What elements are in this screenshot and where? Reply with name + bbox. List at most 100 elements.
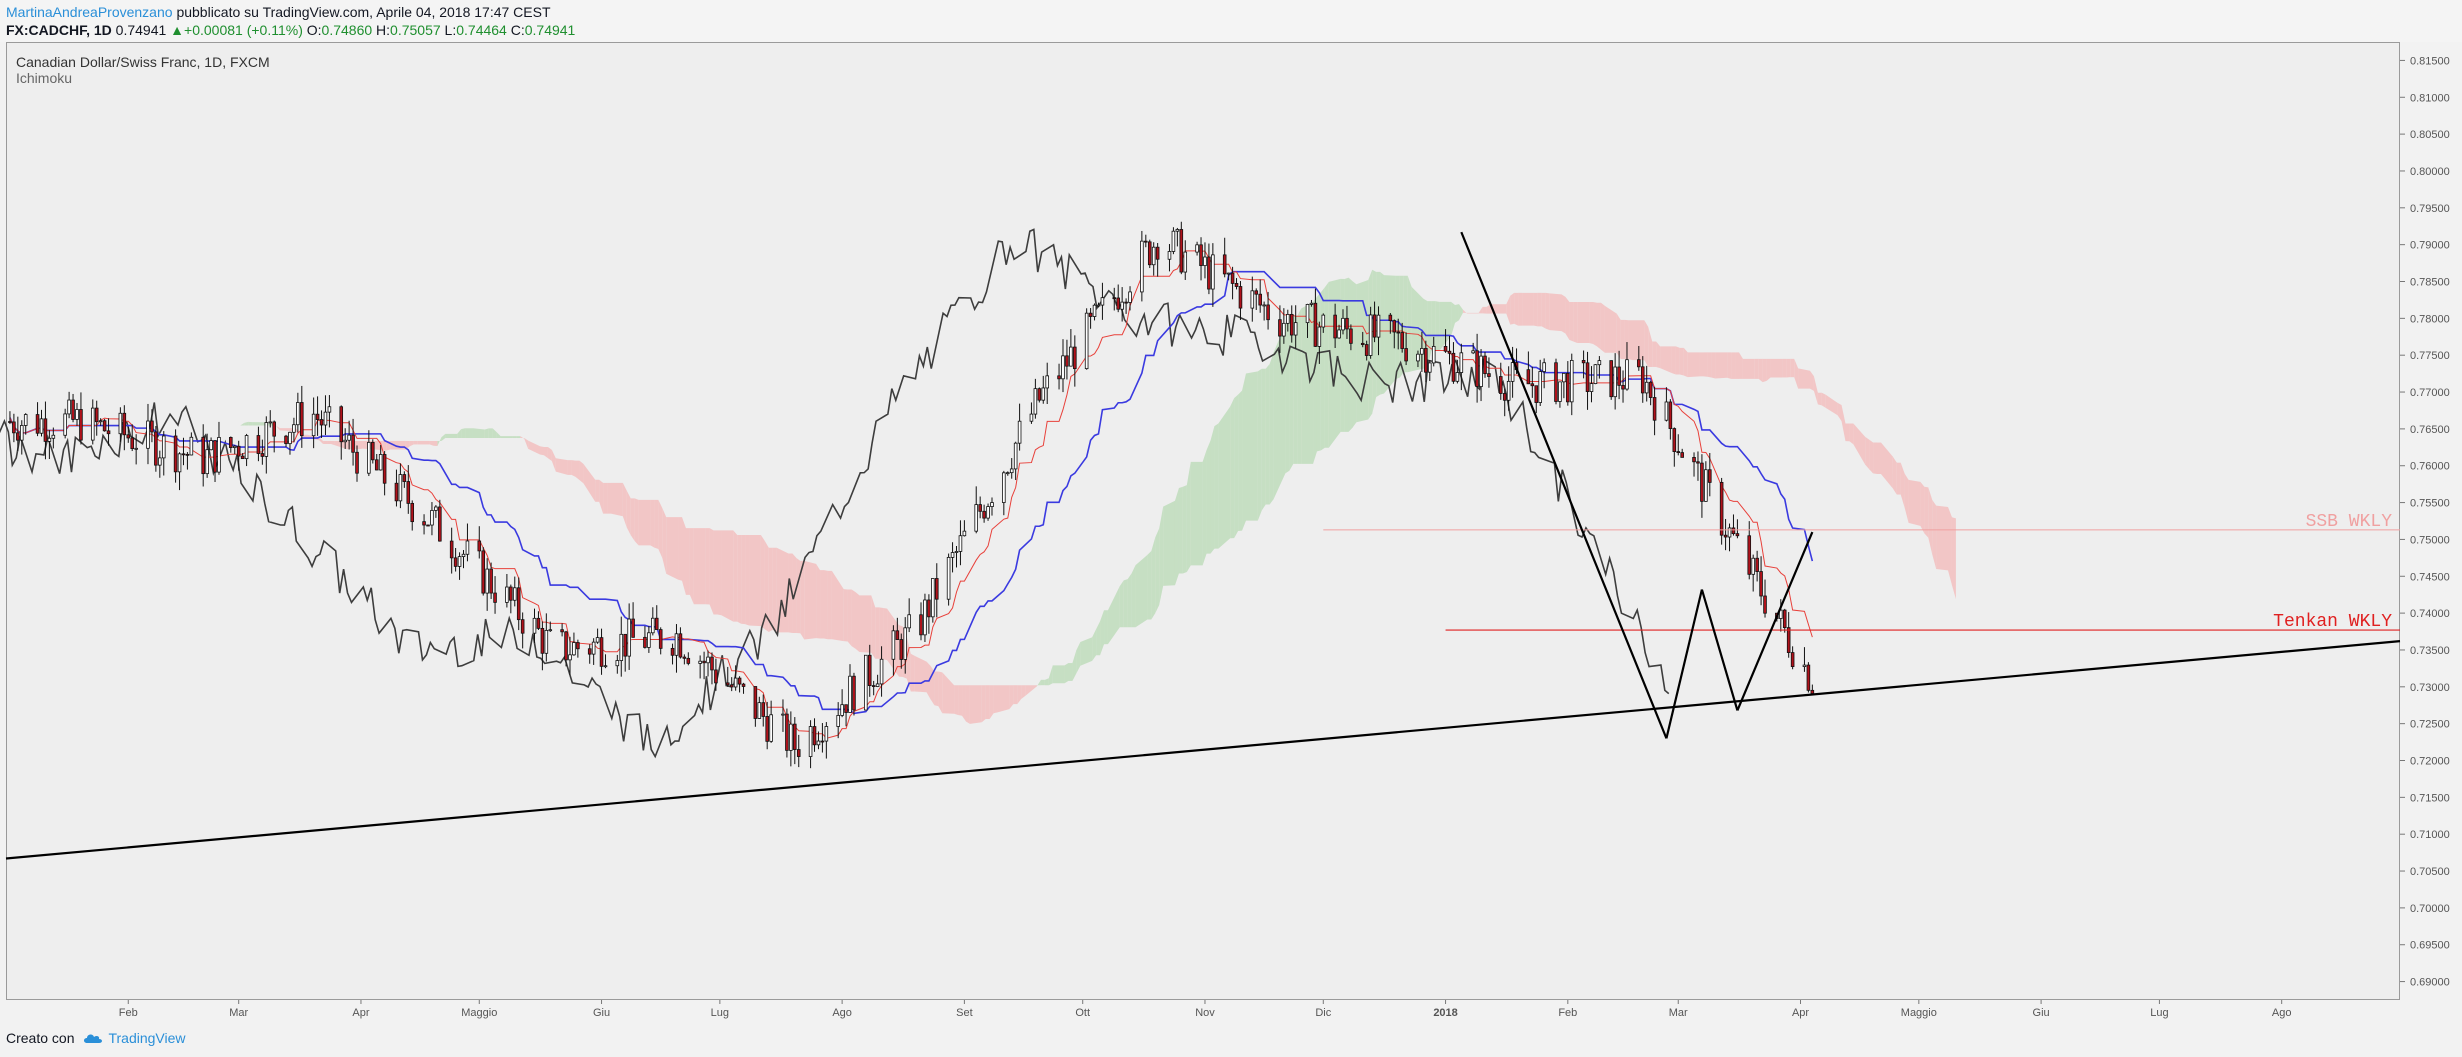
candle-body xyxy=(1254,290,1259,295)
cloud-segment xyxy=(1257,368,1262,521)
cloud-segment xyxy=(1809,370,1814,391)
candle-body xyxy=(1704,469,1708,502)
cloud-segment xyxy=(1798,368,1810,389)
candle-body xyxy=(296,402,300,426)
cloud-segment xyxy=(472,428,485,439)
candle-body xyxy=(1779,609,1783,619)
candle-body xyxy=(453,557,458,567)
candle-body xyxy=(47,437,52,442)
candle-body xyxy=(1526,369,1531,385)
cloud-segment xyxy=(1068,663,1073,681)
candle-body xyxy=(1510,362,1515,382)
cloud-segment xyxy=(1352,281,1357,428)
candle-body xyxy=(1278,319,1282,337)
candle-body xyxy=(51,434,56,439)
cloud-segment xyxy=(1742,358,1755,379)
cloud-segment xyxy=(1482,306,1487,314)
candle-body xyxy=(1617,366,1621,386)
cloud-segment xyxy=(1301,301,1314,464)
candle-body xyxy=(1179,229,1184,273)
candle-body xyxy=(643,636,647,648)
x-tick-label: 2018 xyxy=(1433,1007,1457,1019)
candle-body xyxy=(1155,246,1160,260)
cloud-segment xyxy=(500,436,513,439)
cloud-segment xyxy=(1403,275,1408,373)
cloud-segment xyxy=(1794,358,1799,389)
cloud-segment xyxy=(788,553,793,634)
candle-body xyxy=(1203,256,1207,267)
candle-body xyxy=(1487,373,1491,377)
candle-body xyxy=(1005,472,1010,475)
x-tick-label: Giu xyxy=(593,1007,610,1019)
cloud-segment xyxy=(1703,352,1708,377)
candle-body xyxy=(292,424,296,433)
cloud-segment xyxy=(1877,442,1881,475)
cloud-segment xyxy=(1036,679,1041,687)
x-tick-label: Set xyxy=(956,1007,973,1019)
candle-body xyxy=(1321,314,1326,328)
candle-body xyxy=(1759,571,1763,597)
candle-body xyxy=(753,686,758,719)
cloud-segment xyxy=(831,570,844,642)
cloud-segment xyxy=(1522,292,1534,326)
kijun-line xyxy=(9,270,1814,715)
candle-body xyxy=(1455,372,1460,382)
cloud-segment xyxy=(1202,450,1207,566)
cloud-segment xyxy=(540,446,544,456)
candle-body xyxy=(90,407,95,441)
cloud-segment xyxy=(323,440,328,444)
cloud-segment xyxy=(1017,685,1022,705)
candle-body xyxy=(733,677,738,688)
author-link[interactable]: MartinaAndreaProvenzano xyxy=(6,4,173,20)
cloud-segment xyxy=(816,563,821,639)
candle-body xyxy=(1084,312,1089,370)
indicator-label[interactable]: Ichimoku xyxy=(16,70,73,86)
cloud-segment xyxy=(1174,488,1179,586)
candle-body xyxy=(757,702,762,719)
candle-body xyxy=(1400,332,1404,349)
cloud-segment xyxy=(1738,352,1743,379)
candle-body xyxy=(816,740,821,746)
candle-body xyxy=(576,642,580,650)
candle-body xyxy=(102,420,107,432)
price-chart[interactable]: 0.81500 0.81000 0.80500 0.80000 0.79500 0.790… xyxy=(0,0,2462,1030)
y-tick-label: 0.73500 xyxy=(2410,645,2450,657)
candle-body xyxy=(765,716,769,742)
cloud-segment xyxy=(1261,368,1266,511)
cloud-segment xyxy=(1683,347,1688,378)
cloud-segment xyxy=(1948,506,1952,586)
candle-body xyxy=(1502,393,1507,401)
cloud-segment xyxy=(1486,304,1491,314)
candle-body xyxy=(67,399,71,415)
cloud-segment xyxy=(1671,346,1676,375)
cloud-segment xyxy=(1182,485,1187,574)
cloud-segment xyxy=(1936,505,1949,571)
candle-body xyxy=(1250,290,1255,309)
candle-body xyxy=(808,726,813,757)
candle-body xyxy=(264,422,269,457)
cloud-segment xyxy=(1837,402,1842,422)
cloud-segment xyxy=(650,499,655,548)
cloud-segment xyxy=(524,438,529,449)
cloud-segment xyxy=(1025,685,1037,697)
candle-body xyxy=(871,685,876,687)
candle-body xyxy=(177,453,182,473)
cloud-segment xyxy=(1518,292,1523,326)
tradingview-link[interactable]: TradingView xyxy=(82,1030,186,1046)
candle-body xyxy=(560,629,564,633)
candle-body xyxy=(256,435,261,454)
cloud-segment xyxy=(658,499,663,558)
cloud-segment xyxy=(575,460,580,480)
cloud-segment xyxy=(496,432,501,439)
cloud-segment xyxy=(516,436,521,439)
candle-body xyxy=(1266,304,1270,321)
candle-body xyxy=(161,435,166,459)
candle-body xyxy=(1112,297,1117,300)
candle-body xyxy=(79,409,83,441)
cloud-segment xyxy=(954,685,959,715)
candle-body xyxy=(864,654,868,711)
candle-body xyxy=(907,614,911,629)
cloud-segment xyxy=(461,428,466,439)
cloud-segment xyxy=(1494,304,1507,314)
candle-body xyxy=(682,656,687,659)
